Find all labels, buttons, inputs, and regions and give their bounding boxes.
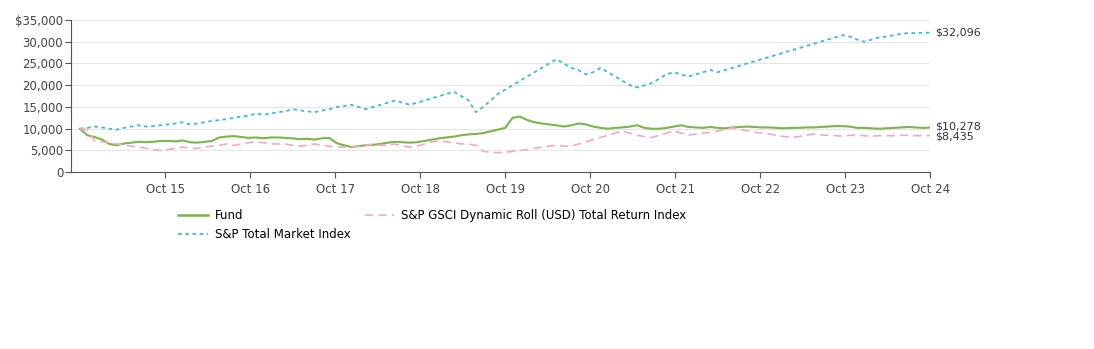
Legend: Fund, S&P Total Market Index, S&P GSCI Dynamic Roll (USD) Total Return Index: Fund, S&P Total Market Index, S&P GSCI D… <box>173 204 691 245</box>
Text: $10,278: $10,278 <box>934 122 980 132</box>
Text: $32,096: $32,096 <box>934 28 980 38</box>
Text: $8,435: $8,435 <box>934 132 974 141</box>
